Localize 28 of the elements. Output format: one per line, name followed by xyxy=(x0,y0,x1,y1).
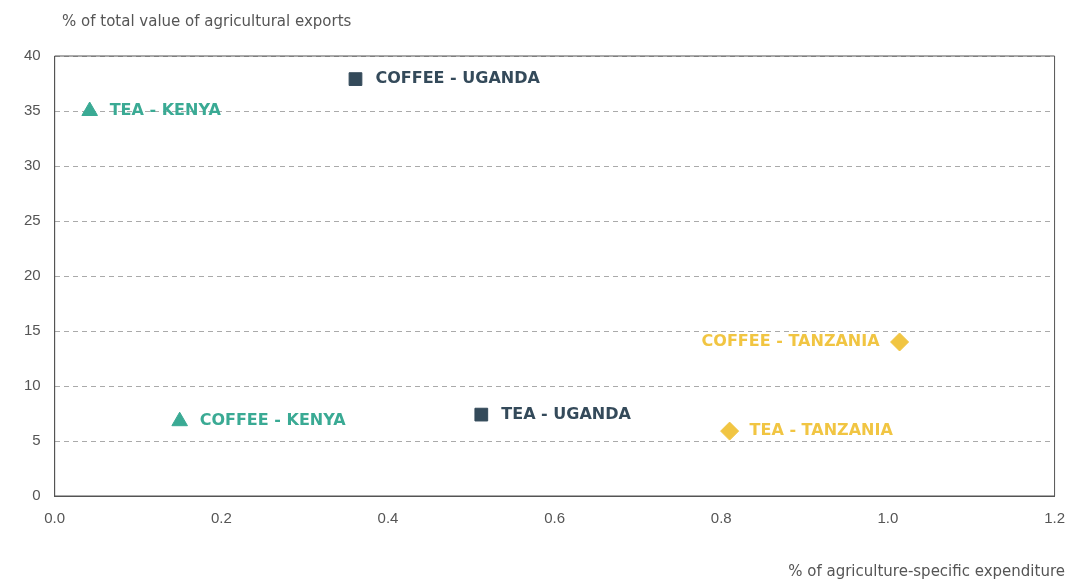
x-tick-label: 0.2 xyxy=(210,509,232,527)
annotation: TEA - TANZANIA xyxy=(749,420,894,440)
point xyxy=(348,72,363,86)
y-tick-label: 10 xyxy=(24,376,41,394)
annotation: TEA - UGANDA xyxy=(501,403,632,423)
annotation: COFFEE - KENYA xyxy=(199,410,347,430)
x-tick-label: 0.6 xyxy=(544,509,566,527)
y-tick-label: 30 xyxy=(24,156,41,174)
y-axis-title: % of total value of agricultural exports xyxy=(62,12,352,30)
x-tick-label: 1.2 xyxy=(1044,509,1065,527)
y-tick-label: 25 xyxy=(24,211,41,229)
point xyxy=(890,332,910,352)
y-tick-label: 5 xyxy=(32,431,41,449)
y-tick-label: 20 xyxy=(24,266,41,284)
x-tick-label: 0.4 xyxy=(377,509,399,527)
x-tick-label: 0.8 xyxy=(710,509,732,527)
x-axis-title: % of agriculture-specific expenditure xyxy=(788,562,1065,580)
annotation: COFFEE - UGANDA xyxy=(375,68,541,88)
point xyxy=(720,421,740,441)
y-tick-label: 15 xyxy=(24,321,41,339)
y-tick-label: 40 xyxy=(24,46,41,64)
x-tick-label: 0.0 xyxy=(44,509,66,527)
annotation: COFFEE - TANZANIA xyxy=(701,331,881,351)
point xyxy=(474,407,489,422)
y-tick-label: 0 xyxy=(32,486,41,504)
x-tick-label: 1.0 xyxy=(877,509,899,527)
annotation: TEA - KENYA xyxy=(109,100,222,120)
y-tick-label: 35 xyxy=(24,101,41,119)
